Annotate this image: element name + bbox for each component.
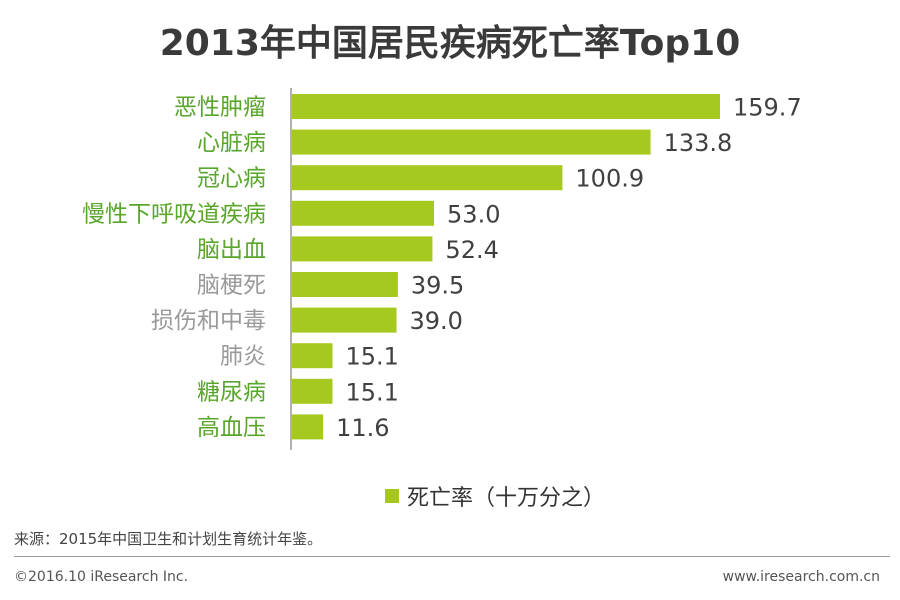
chart-title: 2013年中国居民疾病死亡率Top10 [159,23,741,64]
bar [292,236,433,262]
value-label: 133.8 [664,129,733,157]
bar [292,307,397,333]
value-label: 53.0 [447,200,500,228]
legend: 死亡率（十万分之） [385,480,605,512]
bar [292,378,333,404]
category-label: 高血压 [197,415,266,441]
value-label: 15.1 [345,378,398,406]
bar [292,165,563,191]
value-label: 39.0 [410,307,463,335]
category-label: 冠心病 [197,166,266,192]
bar [292,94,720,119]
value-label: 11.6 [336,414,389,442]
legend-label: 死亡率（十万分之） [407,486,606,511]
bar [292,414,324,440]
bar [292,200,435,226]
category-label: 糖尿病 [197,379,266,405]
category-label: 恶性肿瘤 [174,95,266,121]
value-label: 39.5 [411,272,464,300]
bar [292,129,651,155]
category-label: 损伤和中毒 [151,308,266,334]
category-label: 肺炎 [220,344,266,370]
value-label: 100.9 [575,165,644,193]
category-label: 心脏病 [197,130,266,156]
value-label: 159.7 [733,94,802,122]
legend-swatch [385,489,399,503]
bar [292,343,333,369]
source-note: 来源：2015年中国卫生和计划生育统计年鉴。 [14,530,323,548]
footer-divider [14,556,890,557]
value-label: 15.1 [345,343,398,371]
category-label: 慢性下呼吸道疾病 [82,201,266,227]
website-url: www.iresearch.com.cn [722,569,880,585]
category-label: 脑梗死 [197,273,266,299]
category-label: 脑出血 [197,237,266,263]
copyright-text: ©2016.10 iResearch Inc. [14,569,189,585]
value-label: 52.4 [445,236,498,264]
bar [292,272,398,297]
